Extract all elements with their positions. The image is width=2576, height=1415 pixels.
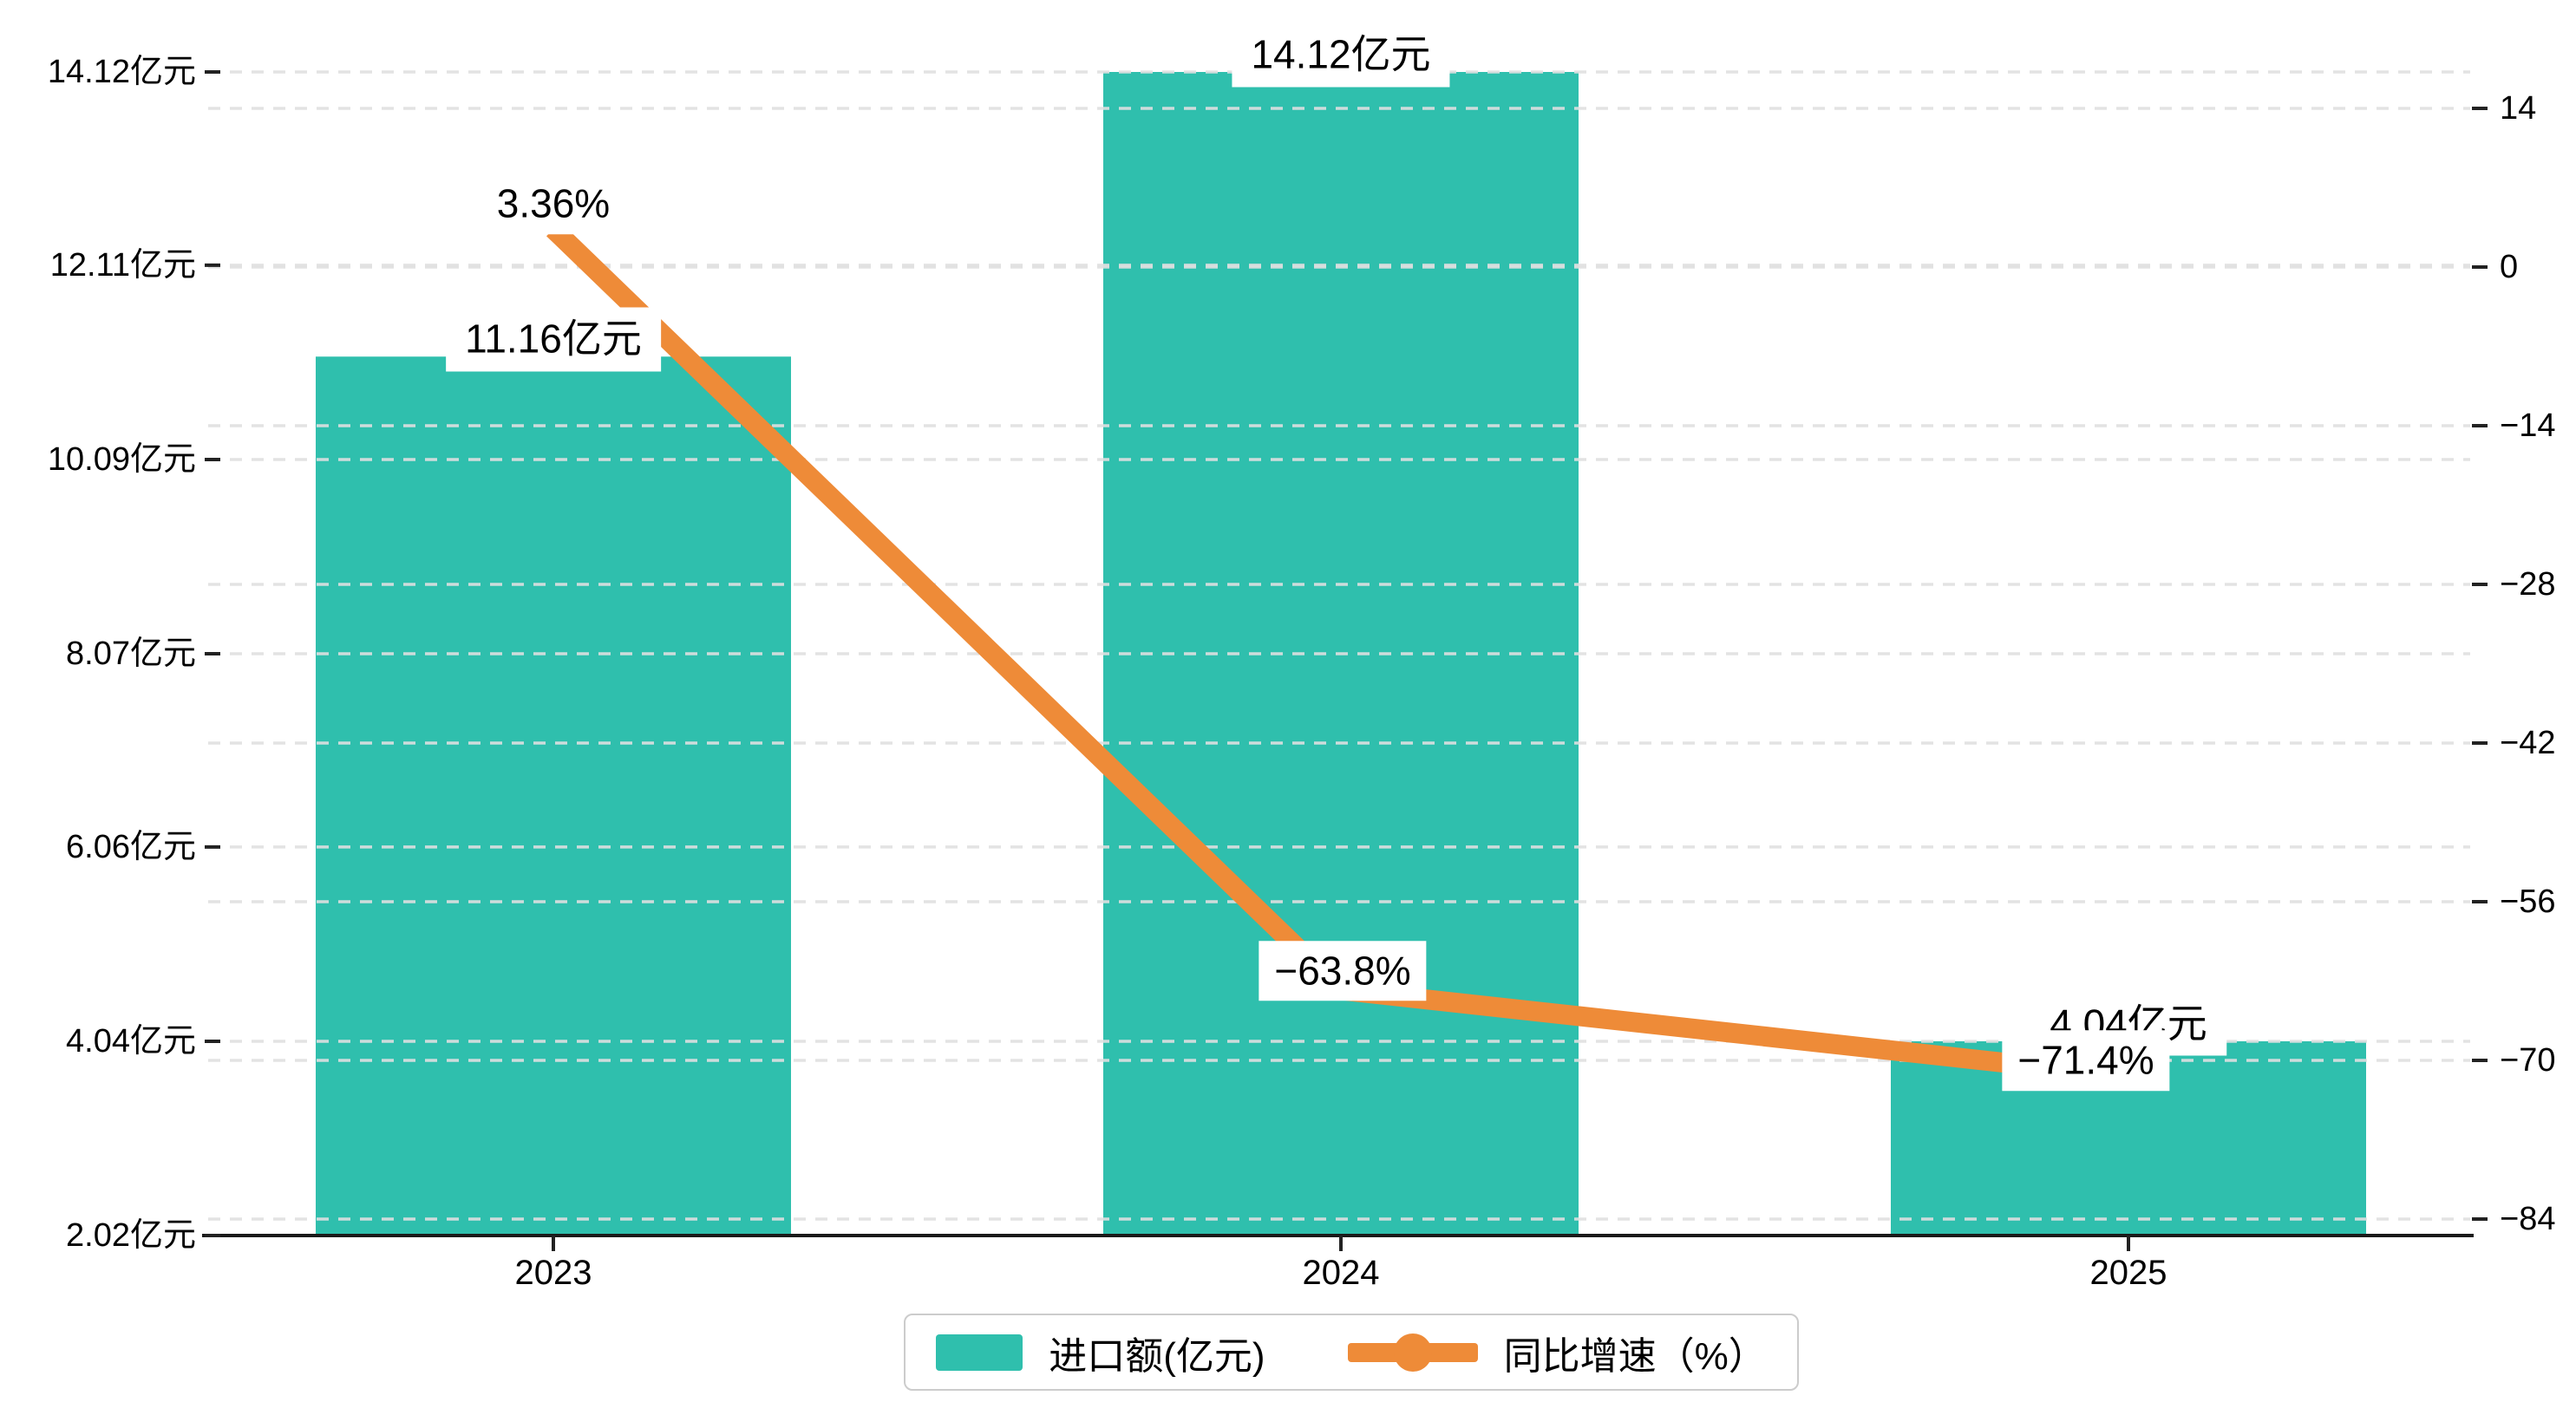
right-axis-label-1: 0: [2500, 249, 2518, 285]
right-axis-label-6: −70: [2500, 1042, 2555, 1079]
left-axis-label-1: 12.11亿元: [50, 247, 196, 284]
left-axis-label-4: 6.06亿元: [66, 829, 196, 865]
right-axis-label-2: −14: [2500, 408, 2555, 444]
legend-line-marker-dot-icon: [1393, 1333, 1432, 1372]
bar-2023: [316, 356, 791, 1236]
legend-box: 进口额(亿元) 同比增速（%）: [904, 1314, 1799, 1391]
left-axis-label-6: 2.02亿元: [66, 1217, 196, 1254]
right-axis-label-0: 14: [2500, 90, 2536, 127]
x-axis-label-0: 2023: [515, 1254, 592, 1292]
right-axis-label-5: −56: [2500, 884, 2555, 920]
legend-bar-swatch-icon: [936, 1333, 1023, 1371]
left-axis-label-3: 8.07亿元: [66, 636, 196, 672]
x-axis-label-1: 2024: [1303, 1254, 1380, 1292]
legend-line-dot-icon: [1347, 1333, 1478, 1373]
right-axis-label-3: −28: [2500, 566, 2555, 603]
axes-group: 14.12亿元 12.11亿元 10.09亿元 8.07亿元 6.06亿元 4.04亿元 2…: [48, 54, 2556, 1292]
legend-label: 进口额(亿元): [1049, 1334, 1265, 1378]
x-axis-label-2: 2025: [2090, 1254, 2167, 1292]
legend-item-bar[interactable]: 进口额(亿元): [936, 1325, 1265, 1380]
legend-label: 同比增速（%）: [1503, 1334, 1767, 1378]
legend-item-line[interactable]: 同比增速（%）: [1347, 1325, 1767, 1380]
left-axis-label-0: 14.12亿元: [48, 54, 196, 90]
right-axis-label-4: −42: [2500, 725, 2555, 761]
right-axis-label-7: −84: [2500, 1201, 2555, 1237]
left-axis-label-5: 4.04亿元: [66, 1023, 196, 1060]
left-axis-label-2: 10.09亿元: [48, 441, 196, 478]
